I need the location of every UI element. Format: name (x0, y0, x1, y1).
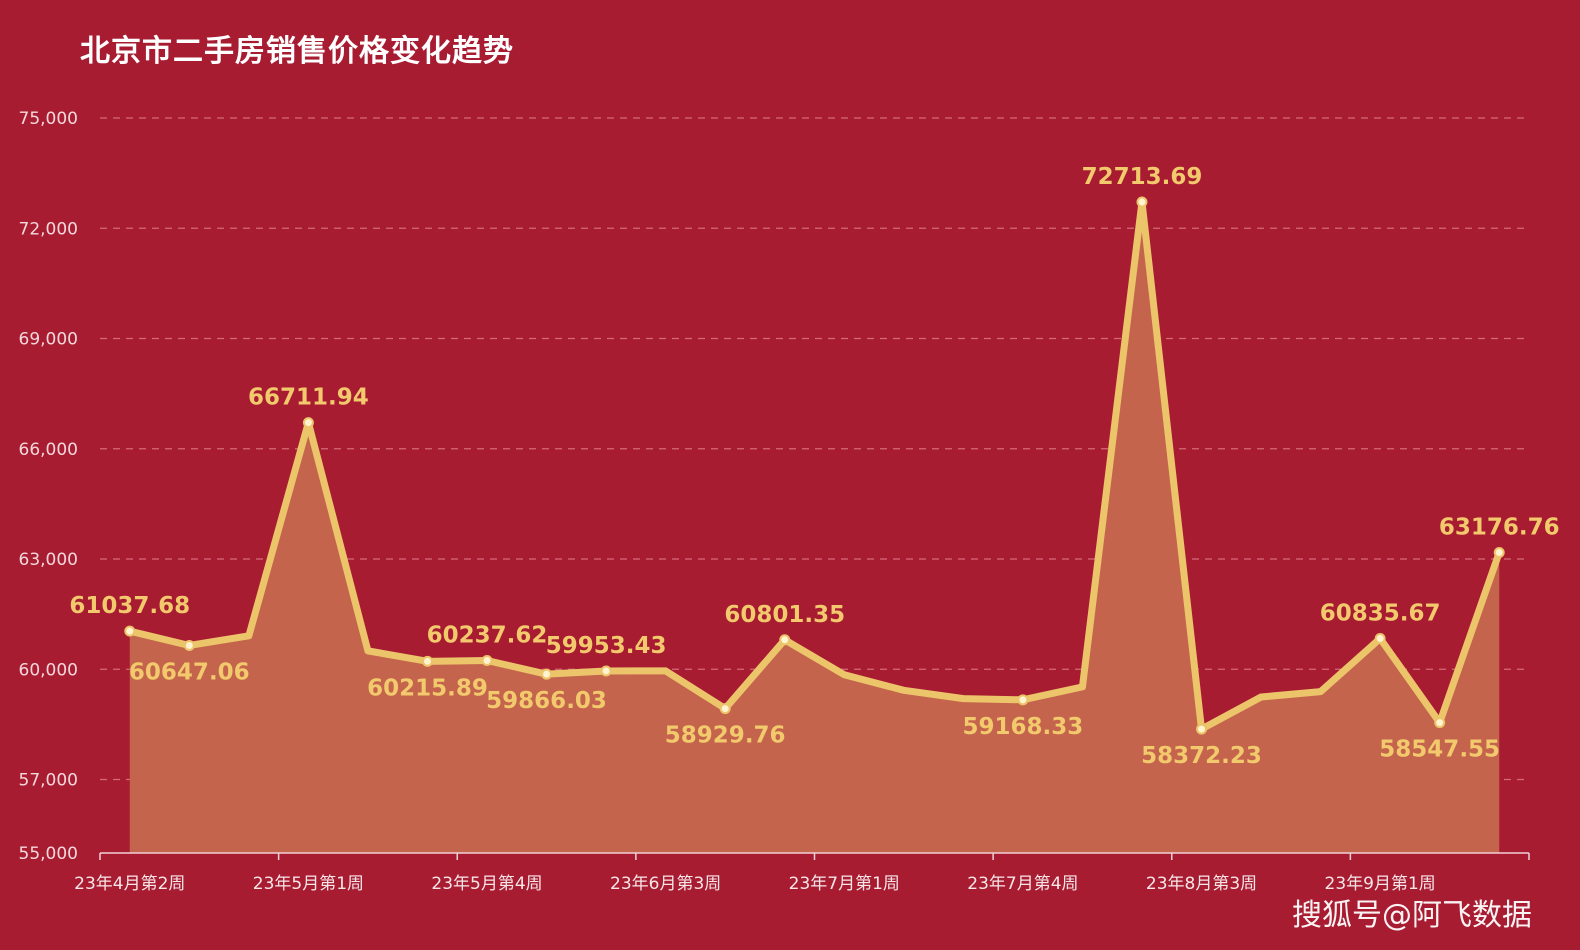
data-point (541, 668, 553, 680)
x-tick-label: 23年9月第1周 (1325, 874, 1436, 894)
x-tick-label: 23年4月第2周 (74, 874, 185, 894)
data-point (600, 665, 612, 677)
data-label: 72713.69 (1082, 164, 1203, 190)
data-point (1017, 694, 1029, 706)
y-tick-label: 57,000 (19, 771, 78, 791)
data-point (124, 625, 136, 637)
data-label: 60835.67 (1320, 601, 1441, 627)
data-label: 60237.62 (427, 623, 548, 649)
x-tick-label: 23年8月第3周 (1146, 874, 1257, 894)
y-tick-label: 75,000 (19, 109, 78, 129)
x-tick-label: 23年7月第4周 (967, 874, 1078, 894)
data-point (1196, 723, 1208, 735)
x-tick-label: 23年5月第1周 (253, 874, 364, 894)
data-label: 58547.55 (1379, 737, 1500, 763)
x-tick-label: 23年6月第3周 (610, 874, 721, 894)
data-label: 58372.23 (1141, 743, 1262, 769)
data-point (1136, 196, 1148, 208)
data-label: 59866.03 (486, 688, 607, 714)
data-label: 66711.94 (248, 385, 369, 411)
y-tick-label: 55,000 (19, 844, 78, 864)
data-point (183, 639, 195, 651)
y-tick-label: 63,000 (19, 550, 78, 570)
data-label: 60215.89 (367, 675, 488, 701)
data-point (302, 417, 314, 429)
data-label: 61037.68 (69, 593, 190, 619)
data-label: 58929.76 (665, 723, 786, 749)
chart-title: 北京市二手房销售价格变化趋势 (80, 34, 514, 69)
data-label: 60801.35 (724, 602, 845, 628)
data-point (779, 634, 791, 646)
x-tick-label: 23年7月第1周 (789, 874, 900, 894)
data-point (1374, 633, 1386, 645)
series-line (126, 198, 1503, 733)
data-point (481, 655, 493, 667)
data-label: 59168.33 (963, 714, 1084, 740)
y-tick-label: 69,000 (19, 330, 78, 350)
data-label: 63176.76 (1439, 515, 1560, 541)
data-point (1493, 547, 1505, 559)
data-point (421, 655, 433, 667)
data-label: 59953.43 (546, 633, 667, 659)
y-tick-label: 72,000 (19, 219, 78, 239)
watermark: 搜狐号@阿飞数据 (1292, 898, 1532, 933)
data-point (719, 703, 731, 715)
y-tick-label: 66,000 (19, 440, 78, 460)
data-point (1434, 717, 1446, 729)
data-label: 60647.06 (129, 659, 250, 685)
x-tick-label: 23年5月第4周 (431, 874, 542, 894)
y-tick-label: 60,000 (19, 660, 78, 680)
